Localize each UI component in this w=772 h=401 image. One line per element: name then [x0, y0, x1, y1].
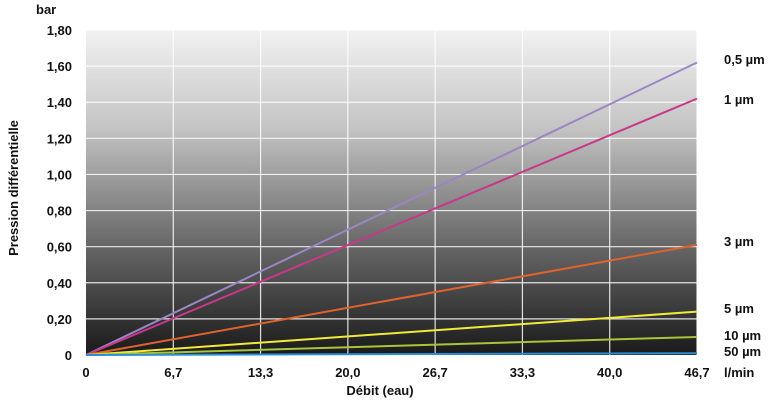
- y-tick-label: 0: [65, 348, 72, 363]
- x-tick-label: 26,7: [422, 365, 447, 380]
- y-unit-label: bar: [36, 2, 56, 17]
- y-tick-label: 0,60: [47, 240, 72, 255]
- series-line: [85, 335, 698, 356]
- series-label: 5 µm: [724, 301, 754, 316]
- series-label: 50 µm: [724, 344, 761, 359]
- x-tick-label: 6,7: [164, 365, 182, 380]
- x-tick-label: 40,0: [597, 365, 622, 380]
- x-tick-label: 33,3: [510, 365, 535, 380]
- x-tick-label: 46,7: [684, 365, 709, 380]
- y-tick-label: 0,40: [47, 276, 72, 291]
- y-tick-label: 0,20: [47, 312, 72, 327]
- series-label: 10 µm: [724, 328, 761, 343]
- y-tick-label: 1,80: [47, 23, 72, 38]
- series-label: 3 µm: [724, 234, 754, 249]
- y-tick-label: 0,80: [47, 204, 72, 219]
- y-tick-label: 1,00: [47, 167, 72, 182]
- y-axis-title: Pression différentielle: [6, 120, 21, 256]
- grid-lines: [86, 29, 698, 355]
- series-line: [85, 352, 698, 356]
- x-tick-label: 13,3: [248, 365, 273, 380]
- series-line: [85, 310, 698, 356]
- plot-area: [86, 30, 697, 355]
- series-label: 1 µm: [724, 92, 754, 107]
- x-axis-ticks: 0 6,7 13,3 20,0 26,7 33,3 40,0 46,7: [82, 365, 709, 380]
- series-label: 0,5 µm: [724, 52, 765, 67]
- y-tick-label: 1,20: [47, 131, 72, 146]
- series-line: [85, 97, 698, 356]
- y-axis-ticks: 0 0,20 0,40 0,60 0,80 1,00 1,20 1,40 1,60 1,80: [47, 23, 72, 363]
- y-tick-label: 1,60: [47, 59, 72, 74]
- series-line: [85, 61, 698, 356]
- x-tick-label: 0: [82, 365, 89, 380]
- series-lines: [85, 61, 698, 356]
- x-tick-label: 20,0: [335, 365, 360, 380]
- y-tick-label: 1,40: [47, 95, 72, 110]
- series-line: [85, 243, 698, 356]
- x-unit-label: l/min: [724, 365, 754, 380]
- x-axis-title: Débit (eau): [346, 383, 413, 398]
